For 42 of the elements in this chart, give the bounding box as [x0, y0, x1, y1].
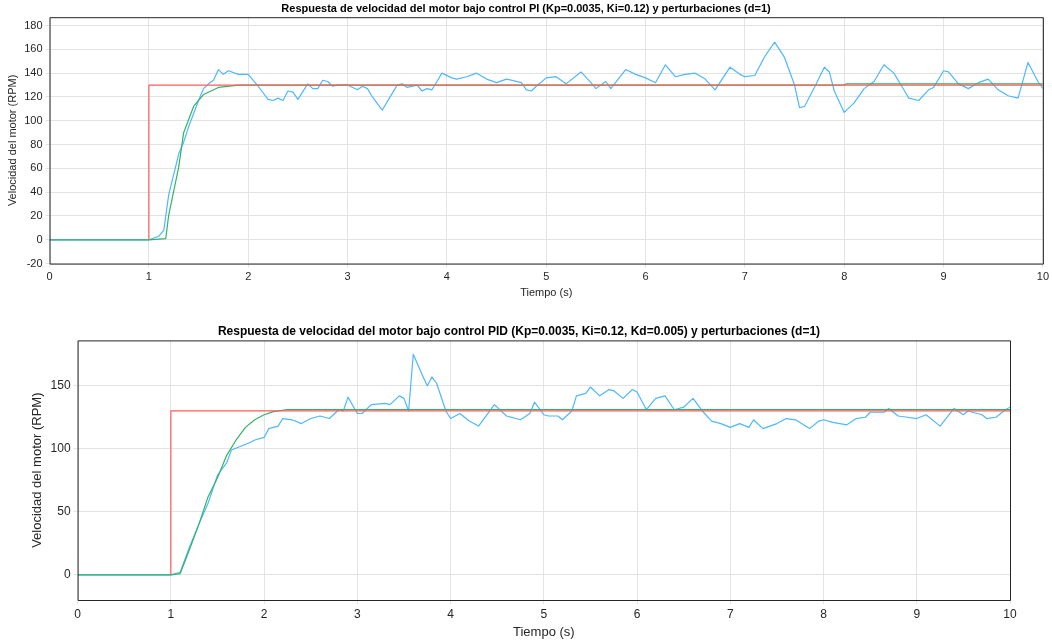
x-tick-label: 10 — [1003, 606, 1017, 621]
y-tick-label: 140 — [24, 66, 43, 79]
x-tick-label: 1 — [145, 270, 152, 283]
chart-title: Respuesta de velocidad del motor bajo control PID (Kp=0.0035, Ki=0.12, Kd=0.005) y perturbaciones (d=1) — [217, 323, 821, 338]
x-tick-label: 10 — [1036, 270, 1050, 283]
y-tick-label: 160 — [24, 42, 43, 55]
x-tick-label: 0 — [74, 606, 82, 621]
y-tick-label: 150 — [50, 378, 71, 393]
x-tick-label: 9 — [940, 270, 947, 283]
x-tick-label: 4 — [443, 270, 450, 283]
x-tick-label: 7 — [741, 270, 748, 283]
x-tick-label: 6 — [642, 270, 649, 283]
y-tick-label: 80 — [30, 137, 43, 150]
x-tick-label: 4 — [447, 606, 455, 621]
y-tick-label: 50 — [57, 504, 71, 519]
x-tick-label: 3 — [353, 606, 361, 621]
y-axis-title: Velocidad del motor (RPM) — [5, 74, 18, 207]
x-tick-label: 8 — [820, 606, 828, 621]
y-tick-label: 100 — [24, 113, 43, 126]
x-tick-label: 1 — [167, 606, 175, 621]
y-tick-label: 180 — [24, 18, 43, 31]
x-tick-label: 7 — [726, 606, 734, 621]
x-tick-label: 8 — [841, 270, 848, 283]
y-tick-label: 0 — [63, 567, 71, 582]
y-tick-label: -20 — [26, 256, 43, 269]
y-tick-label: 120 — [24, 89, 43, 102]
x-tick-label: 5 — [540, 606, 548, 621]
y-tick-label: 0 — [36, 232, 43, 245]
x-axis-title: Tiempo (s) — [512, 623, 575, 639]
x-tick-label: 5 — [543, 270, 550, 283]
x-axis-title: Tiempo (s) — [520, 286, 573, 299]
x-tick-label: 2 — [245, 270, 252, 283]
y-tick-label: 20 — [30, 209, 43, 222]
y-tick-label: 60 — [30, 161, 43, 174]
chart-title: Respuesta de velocidad del motor bajo control PI (Kp=0.0035, Ki=0.12) y perturbaciones (d=1) — [281, 1, 771, 14]
y-axis-title: Velocidad del motor (RPM) — [29, 392, 45, 548]
y-tick-label: 40 — [30, 185, 43, 198]
y-tick-label: 100 — [50, 441, 71, 456]
x-tick-label: 3 — [344, 270, 351, 283]
x-tick-label: 9 — [913, 606, 921, 621]
x-tick-label: 2 — [260, 606, 268, 621]
x-tick-label: 6 — [633, 606, 641, 621]
